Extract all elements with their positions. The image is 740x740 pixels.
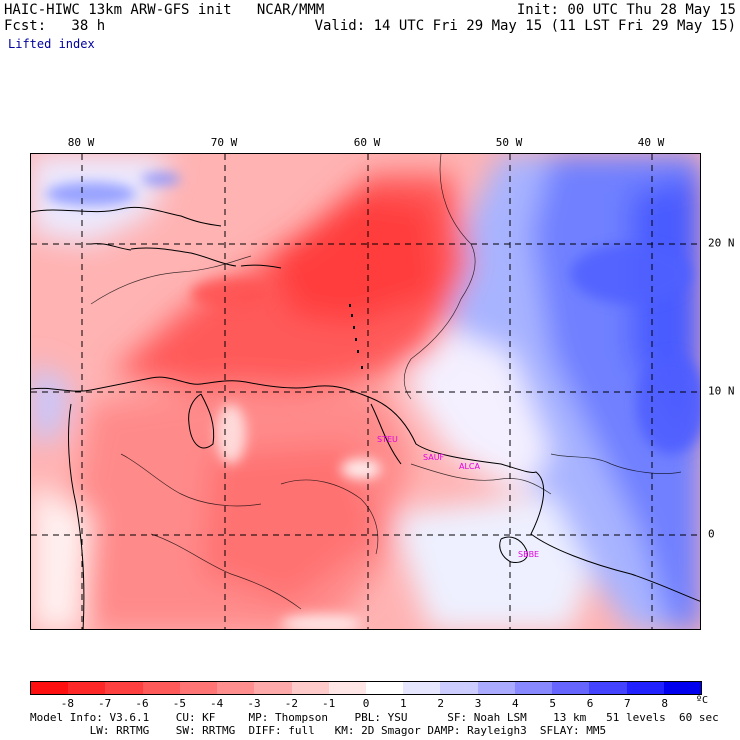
colorbar-tick-label: -7 — [98, 697, 112, 710]
colorbar-swatch — [217, 682, 255, 694]
station-label: ALCA — [459, 462, 481, 471]
model-title: HAIC-HIWC 13km ARW-GFS init NCAR/MMM — [4, 2, 325, 18]
colorbar-swatch — [626, 682, 664, 694]
colorbar-swatch — [552, 682, 590, 694]
colorbar-tick-label: 7 — [624, 697, 631, 710]
model-info-line2: LW: RRTMG SW: RRTMG DIFF: full KM: 2D Sm… — [30, 724, 607, 737]
colorbar-swatch — [328, 682, 366, 694]
lon-label-70w: 70 W — [210, 136, 238, 149]
colorbar-swatch — [179, 682, 218, 694]
colorbar-tick-label: 8 — [661, 697, 668, 710]
colorbar-swatch — [142, 682, 180, 694]
puerto-rico-coastline — [240, 264, 282, 269]
lat-label-20n: 20 N — [708, 236, 735, 250]
lesser-antilles — [349, 304, 363, 369]
colorbar-swatch — [589, 682, 627, 694]
coastlines — [31, 206, 700, 629]
colorbar-swatch — [31, 682, 69, 694]
orinoco-delta — [370, 403, 402, 465]
cuba-coastline — [31, 206, 222, 227]
colorbar-tick-label: 0 — [362, 697, 370, 710]
station-label: SAUF — [423, 453, 445, 462]
colorbar-swatch — [403, 682, 441, 694]
south-america-west-coast — [68, 403, 85, 629]
lon-label-80w: 80 W — [67, 136, 95, 149]
contour-line — [90, 255, 252, 305]
colorbar-tick-label: -1 — [322, 697, 336, 710]
graticule — [31, 154, 700, 629]
colorbar-tick-label: -5 — [172, 697, 186, 710]
contour-line — [410, 463, 552, 495]
lake-maracaibo — [188, 393, 215, 449]
contour-line — [120, 453, 262, 507]
colorbar-tick-label: -8 — [60, 697, 74, 710]
contour-line — [280, 479, 379, 555]
colorbar-unit: ºC — [696, 695, 709, 706]
colorbar-swatch — [291, 682, 329, 694]
contour-line — [403, 154, 476, 400]
station-label: SBBE — [518, 550, 539, 559]
forecast-hour: Fcst: 38 h — [4, 18, 106, 34]
colorbar-tick-label: 6 — [586, 697, 594, 710]
init-time: Init: 00 UTC Thu 28 May 15 — [516, 2, 736, 18]
station-label: STEU — [377, 435, 398, 444]
field-detail — [46, 173, 700, 629]
field-name: Lifted index — [8, 37, 95, 51]
colorbar-tick-label: -2 — [284, 697, 298, 710]
south-america-north-coast — [31, 376, 700, 602]
lifted-index-map: STEU SAUF ALCA SBBE — [30, 153, 701, 630]
lat-label-10n: 10 N — [708, 384, 735, 398]
lon-label-40w: 40 W — [637, 136, 665, 149]
colorbar-tick-label: 3 — [474, 697, 482, 710]
colorbar-tick-label: 1 — [400, 697, 407, 710]
map-canvas: STEU SAUF ALCA SBBE — [31, 154, 700, 629]
colorbar-tick-label: -3 — [247, 697, 261, 710]
colorbar-tick-label: 2 — [437, 697, 444, 710]
valid-time: Valid: 14 UTC Fri 29 May 15 (11 LST Fri … — [314, 18, 736, 34]
lon-label-60w: 60 W — [353, 136, 381, 149]
colorbar-swatch — [514, 682, 553, 694]
colorbar-tick-label: -4 — [210, 697, 224, 710]
colorbar-swatch — [477, 682, 515, 694]
model-info-line1: Model Info: V3.6.1 CU: KF MP: Thompson P… — [30, 711, 719, 724]
contour-line — [550, 453, 682, 474]
colorbar-swatch — [254, 682, 292, 694]
marajo-island — [499, 536, 528, 563]
colorbar — [30, 681, 702, 695]
colorbar-swatch — [365, 682, 404, 694]
colorbar-tick-label: 5 — [549, 697, 556, 710]
hispaniola-coastline — [130, 247, 237, 267]
colorbar-swatch — [663, 682, 701, 694]
colorbar-swatch — [440, 682, 478, 694]
contour-lines — [90, 154, 682, 610]
contour-line — [150, 533, 302, 610]
colorbar-tick-label: -6 — [135, 697, 149, 710]
lon-label-50w: 50 W — [495, 136, 523, 149]
lat-label-equator: 0 — [708, 527, 715, 541]
colorbar-tick-label: 4 — [512, 697, 519, 710]
colorbar-swatch — [105, 682, 143, 694]
colorbar-swatch — [68, 682, 106, 694]
jamaica-coastline — [90, 243, 132, 251]
